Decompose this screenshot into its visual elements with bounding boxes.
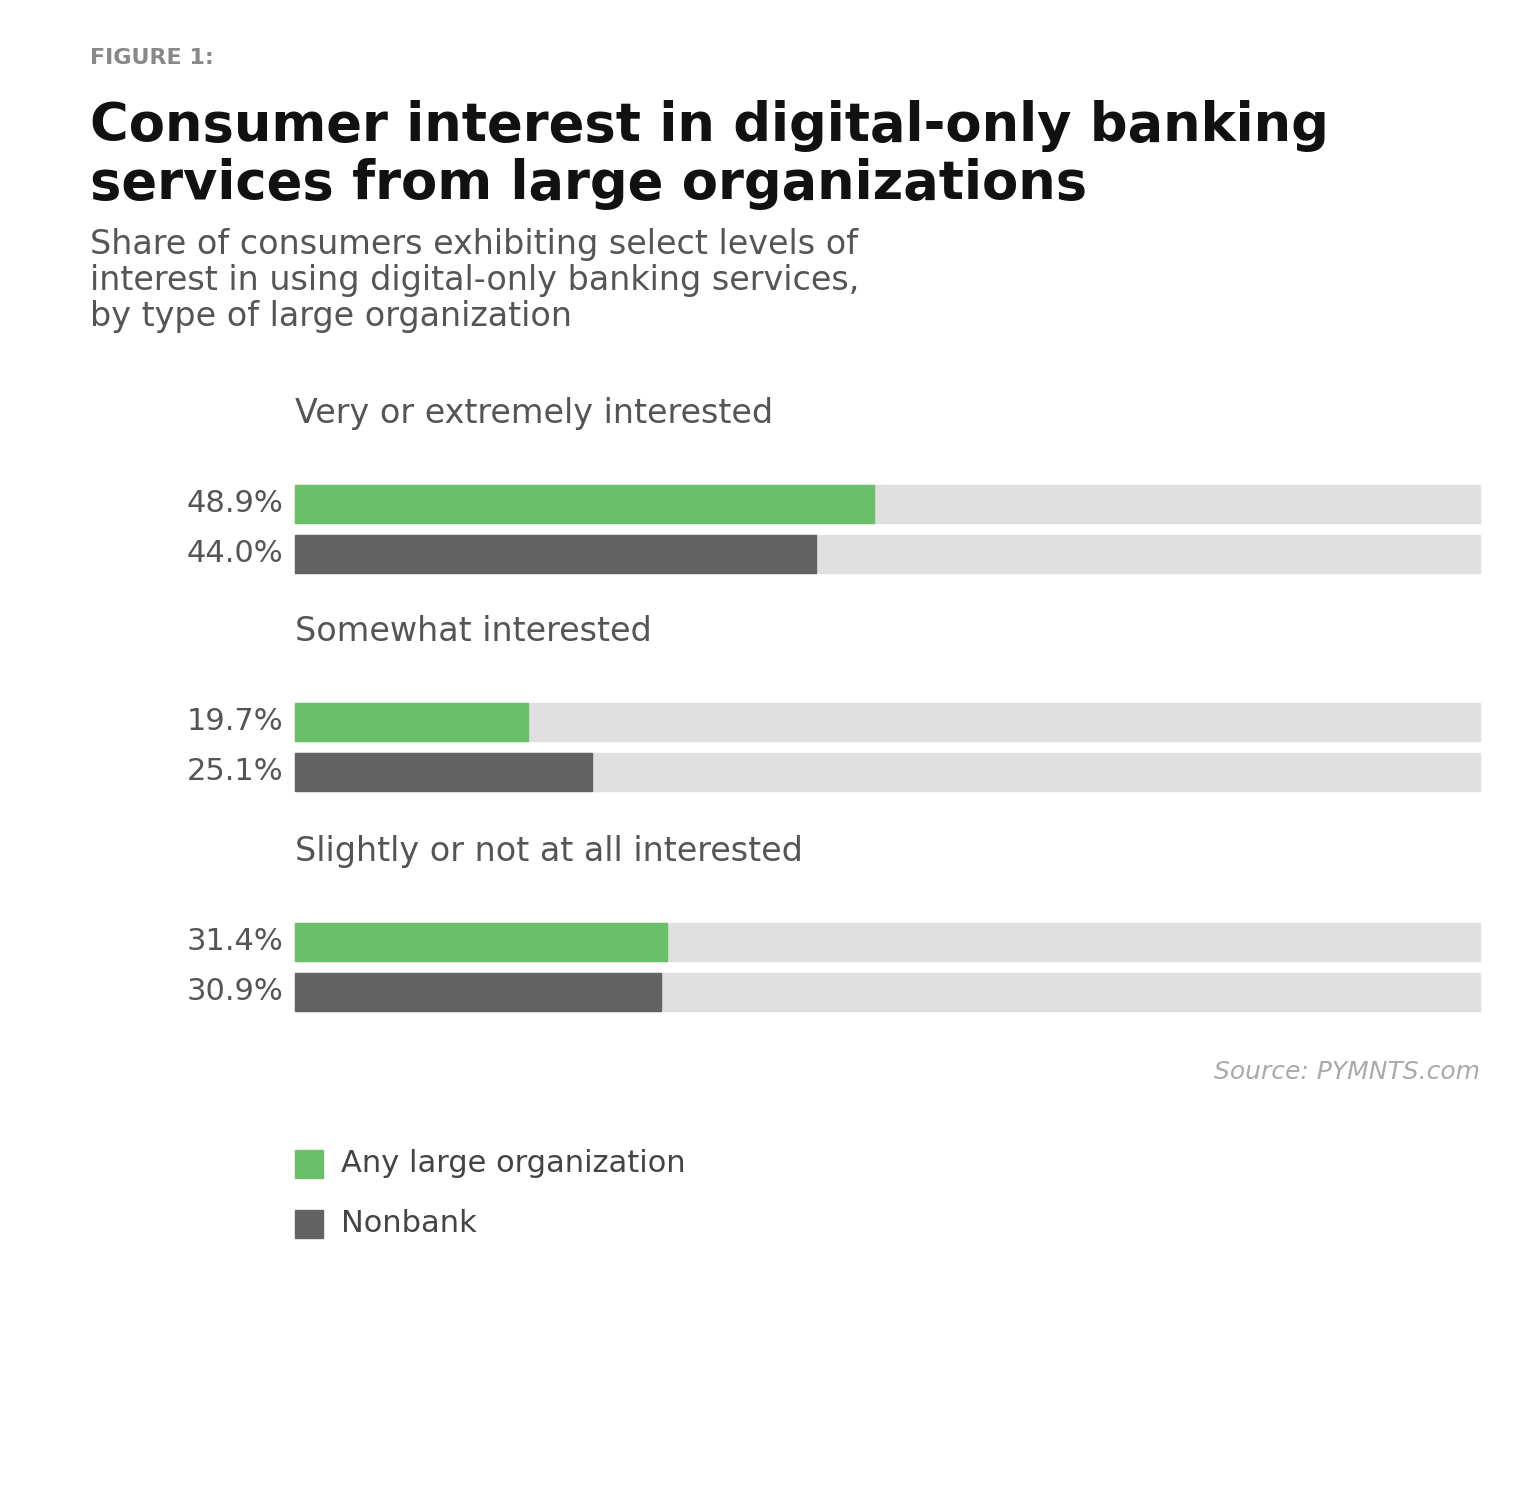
Text: 19.7%: 19.7% <box>186 707 282 736</box>
Bar <box>295 485 1480 524</box>
Bar <box>295 752 1480 792</box>
Bar <box>295 485 874 524</box>
Text: 48.9%: 48.9% <box>186 489 282 519</box>
Bar <box>295 923 667 962</box>
Text: by type of large organization: by type of large organization <box>90 299 572 333</box>
Text: 25.1%: 25.1% <box>186 757 282 787</box>
Text: 44.0%: 44.0% <box>186 539 282 569</box>
Bar <box>295 534 1480 573</box>
Text: FIGURE 1:: FIGURE 1: <box>90 48 214 68</box>
Bar <box>295 534 816 573</box>
Text: interest in using digital-only banking services,: interest in using digital-only banking s… <box>90 263 859 296</box>
Bar <box>295 1150 324 1178</box>
Bar <box>295 923 1480 962</box>
Text: Source: PYMNTS.com: Source: PYMNTS.com <box>1215 1060 1480 1084</box>
Text: Somewhat interested: Somewhat interested <box>295 616 652 649</box>
Text: Slightly or not at all interested: Slightly or not at all interested <box>295 835 803 868</box>
Text: Any large organization: Any large organization <box>340 1150 685 1178</box>
Text: Share of consumers exhibiting select levels of: Share of consumers exhibiting select lev… <box>90 227 858 260</box>
Text: 31.4%: 31.4% <box>186 927 282 957</box>
Text: 30.9%: 30.9% <box>186 978 282 1007</box>
Bar <box>295 703 528 740</box>
Bar <box>295 703 1480 740</box>
Text: services from large organizations: services from large organizations <box>90 158 1087 211</box>
Bar <box>295 974 661 1011</box>
Text: Nonbank: Nonbank <box>340 1210 476 1239</box>
Text: Very or extremely interested: Very or extremely interested <box>295 397 774 430</box>
Bar <box>295 752 592 792</box>
Bar <box>295 1210 324 1239</box>
Bar <box>295 974 1480 1011</box>
Text: Consumer interest in digital-only banking: Consumer interest in digital-only bankin… <box>90 99 1329 152</box>
